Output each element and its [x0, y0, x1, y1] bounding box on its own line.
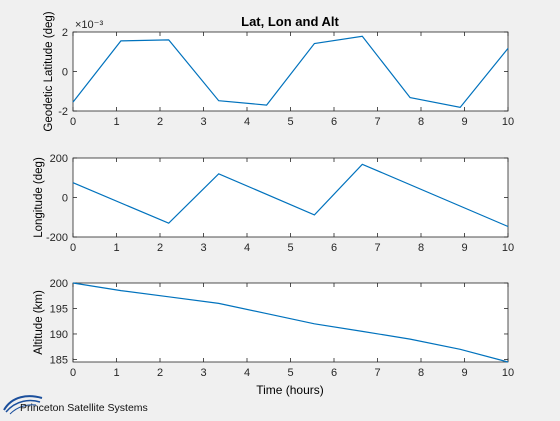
x-tick-label: 0	[70, 367, 76, 379]
x-tick-label: 4	[244, 242, 250, 254]
x-tick-label: 10	[502, 367, 514, 379]
x-tick-label: 0	[70, 116, 76, 128]
x-tick-label: 6	[331, 367, 337, 379]
series-line	[72, 163, 509, 228]
x-tick-label: 10	[502, 242, 514, 254]
x-tick-label: 8	[418, 367, 424, 379]
x-tick-label: 2	[157, 116, 163, 128]
y-axis-label: Longitude (deg)	[33, 157, 45, 238]
x-tick-label: 5	[287, 242, 293, 254]
y-axis-label: Geodetic Latitude (deg)	[43, 11, 55, 131]
x-tick-label: 1	[113, 242, 119, 254]
y-tick-label: -2	[58, 106, 68, 118]
x-tick-label: 1	[113, 116, 119, 128]
y-axis-label: Altitude (km)	[33, 290, 45, 355]
company-logo: Princeton Satellite Systems	[2, 390, 172, 416]
x-tick-label: 0	[70, 242, 76, 254]
x-tick-label: 5	[287, 367, 293, 379]
x-tick-label: 3	[200, 242, 206, 254]
y-tick-label: 0	[62, 193, 68, 205]
series-line	[72, 35, 509, 109]
x-axis-label: Time (hours)	[256, 383, 324, 397]
axes-box	[72, 157, 509, 238]
x-tick-label: 4	[244, 367, 250, 379]
x-tick-label: 2	[157, 242, 163, 254]
x-tick-label: 8	[418, 242, 424, 254]
x-tick-label: 3	[200, 116, 206, 128]
x-tick-label: 9	[461, 242, 467, 254]
y-tick-label: -200	[46, 232, 68, 244]
y-exponent-label: ×10⁻³	[75, 19, 103, 31]
series-line	[72, 282, 509, 363]
x-tick-label: 7	[374, 367, 380, 379]
x-tick-label: 7	[374, 116, 380, 128]
x-tick-label: 6	[331, 242, 337, 254]
x-tick-label: 3	[200, 367, 206, 379]
x-tick-label: 1	[113, 367, 119, 379]
y-tick-label: 190	[50, 329, 68, 341]
x-tick-label: 9	[461, 367, 467, 379]
y-tick-label: 195	[50, 303, 68, 315]
x-tick-label: 9	[461, 116, 467, 128]
x-tick-label: 5	[287, 116, 293, 128]
x-tick-label: 7	[374, 242, 380, 254]
x-tick-label: 6	[331, 116, 337, 128]
y-tick-label: 0	[62, 67, 68, 79]
x-tick-label: 4	[244, 116, 250, 128]
chart-title: Lat, Lon and Alt	[241, 14, 339, 29]
y-tick-label: 2	[62, 27, 68, 39]
logo-text: Princeton Satellite Systems	[20, 402, 148, 414]
y-tick-label: 185	[50, 354, 68, 366]
y-tick-label: 200	[50, 278, 68, 290]
logo-swoosh-icon	[3, 395, 43, 415]
axes-box	[72, 282, 509, 363]
axes-box	[72, 31, 509, 112]
x-tick-label: 8	[418, 116, 424, 128]
y-tick-label: 200	[50, 153, 68, 165]
x-tick-label: 10	[502, 116, 514, 128]
x-tick-label: 2	[157, 367, 163, 379]
subplot-altitude: 0 1 2 3 4 5 6 7 8 9 10 185 190 195 200 Altitude (km)	[33, 278, 514, 379]
